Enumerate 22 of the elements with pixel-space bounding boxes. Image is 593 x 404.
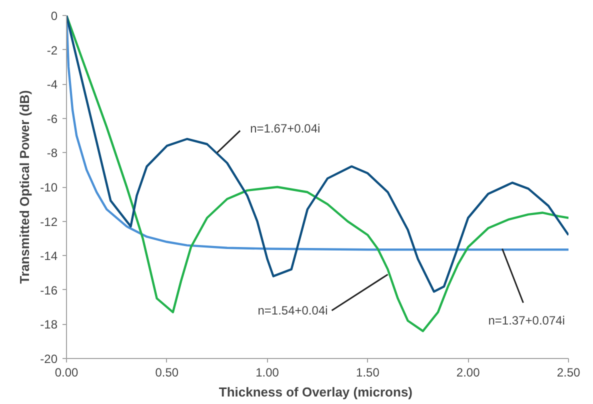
y-tick-label: -14: [40, 249, 58, 264]
x-tick-label: 2.50: [556, 366, 581, 380]
x-tick-label: 0.50: [155, 366, 179, 380]
x-tick-label: 1.00: [256, 366, 280, 380]
y-tick-label: -4: [46, 78, 58, 92]
y-axis-title: Transmitted Optical Power (dB): [17, 90, 32, 284]
annotation: n=1.37+0.074i: [488, 314, 565, 328]
x-tick-label: 0.00: [54, 366, 79, 380]
y-tick-label: -18: [40, 318, 58, 332]
x-axis-title: Thickness of Overlay (microns): [218, 384, 413, 400]
x-tick-label: 2.00: [456, 366, 480, 380]
y-tick-label: -8: [46, 146, 58, 160]
y-tick-label: -12: [40, 214, 58, 229]
y-tick-label: -20: [40, 352, 58, 366]
annotation: n=1.67+0.04i: [250, 122, 320, 136]
y-tick-label: 0: [50, 9, 58, 23]
y-tick-label: -6: [46, 112, 58, 126]
y-tick-label: -10: [40, 180, 58, 194]
y-tick-label: -2: [46, 43, 58, 58]
annotation: n=1.54+0.04i: [258, 303, 328, 318]
y-tick-label: -16: [40, 283, 58, 298]
x-tick-label: 1.50: [356, 366, 380, 380]
